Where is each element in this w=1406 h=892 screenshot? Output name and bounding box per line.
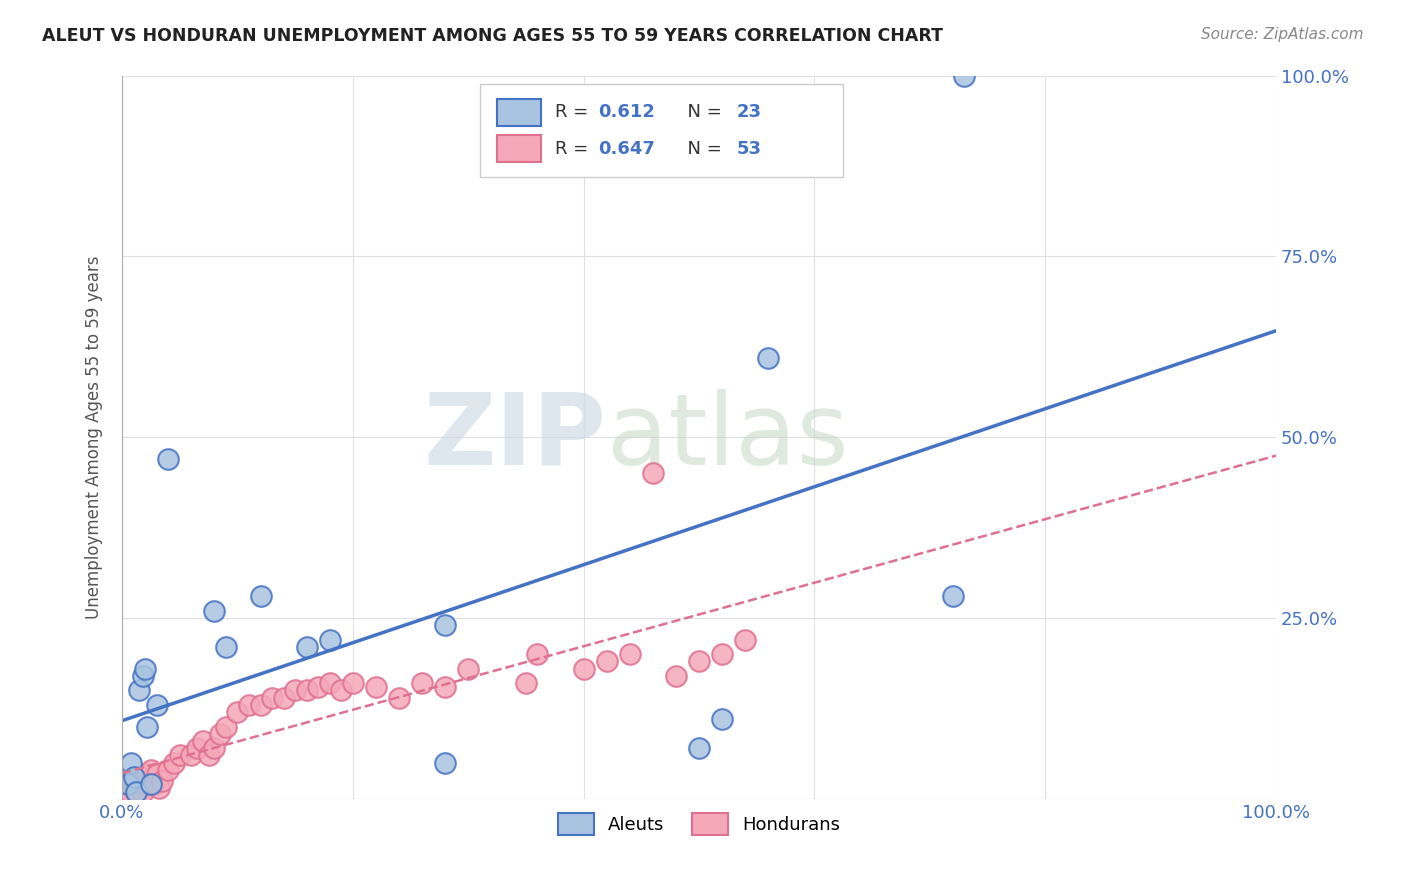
Point xyxy=(120,789,142,803)
Y-axis label: Unemployment Among Ages 55 to 59 years: Unemployment Among Ages 55 to 59 years xyxy=(86,255,103,619)
Point xyxy=(641,467,664,481)
Point xyxy=(120,784,142,798)
Point xyxy=(688,654,710,668)
Point xyxy=(117,777,139,791)
Point xyxy=(364,680,387,694)
Point xyxy=(120,756,142,770)
Point xyxy=(734,632,756,647)
Point xyxy=(148,780,170,795)
Point xyxy=(711,712,734,726)
Point xyxy=(572,662,595,676)
FancyBboxPatch shape xyxy=(498,99,541,126)
Point xyxy=(319,676,342,690)
Point xyxy=(284,683,307,698)
FancyBboxPatch shape xyxy=(479,84,844,177)
Point xyxy=(139,763,162,777)
Point xyxy=(457,662,479,676)
Point xyxy=(273,690,295,705)
Point xyxy=(157,763,180,777)
Point xyxy=(180,748,202,763)
Point xyxy=(202,604,225,618)
Point xyxy=(711,647,734,661)
Point xyxy=(125,784,148,798)
Point xyxy=(942,590,965,604)
Text: ALEUT VS HONDURAN UNEMPLOYMENT AMONG AGES 55 TO 59 YEARS CORRELATION CHART: ALEUT VS HONDURAN UNEMPLOYMENT AMONG AGE… xyxy=(42,27,943,45)
Point xyxy=(125,777,148,791)
Text: atlas: atlas xyxy=(607,389,848,485)
Point xyxy=(157,451,180,466)
Point xyxy=(117,777,139,791)
Point xyxy=(128,770,150,784)
Point xyxy=(145,698,167,712)
Point xyxy=(596,654,619,668)
Point xyxy=(434,680,457,694)
Text: R =: R = xyxy=(555,140,593,158)
Point xyxy=(215,719,238,733)
Point xyxy=(953,69,976,83)
Legend: Aleuts, Hondurans: Aleuts, Hondurans xyxy=(548,804,849,844)
Point xyxy=(295,640,318,654)
Point xyxy=(526,647,548,661)
Text: 23: 23 xyxy=(737,103,762,121)
Point xyxy=(129,780,152,795)
Point xyxy=(260,690,283,705)
Point xyxy=(295,683,318,698)
Text: 53: 53 xyxy=(737,140,762,158)
Point xyxy=(249,590,271,604)
Point xyxy=(136,766,159,780)
Point xyxy=(411,676,433,690)
Point xyxy=(434,756,457,770)
Point xyxy=(619,647,641,661)
Point xyxy=(515,676,537,690)
Point xyxy=(202,741,225,756)
Text: 0.612: 0.612 xyxy=(599,103,655,121)
Text: R =: R = xyxy=(555,103,593,121)
Point xyxy=(249,698,271,712)
Point xyxy=(143,777,166,791)
Point xyxy=(209,727,232,741)
Point xyxy=(145,766,167,780)
Point xyxy=(134,777,156,791)
Point xyxy=(125,784,148,798)
Point xyxy=(319,632,342,647)
Point xyxy=(152,773,174,788)
Point xyxy=(128,683,150,698)
Text: 0.647: 0.647 xyxy=(599,140,655,158)
Point xyxy=(163,756,186,770)
Point xyxy=(434,618,457,632)
Point xyxy=(114,784,136,798)
Point xyxy=(307,680,329,694)
FancyBboxPatch shape xyxy=(498,135,541,162)
Point xyxy=(136,719,159,733)
Point xyxy=(756,351,779,365)
Point xyxy=(342,676,364,690)
Point xyxy=(122,770,145,784)
Point xyxy=(688,741,710,756)
Point xyxy=(330,683,353,698)
Point xyxy=(191,734,214,748)
Point xyxy=(226,705,249,719)
Point xyxy=(122,780,145,795)
Point xyxy=(139,777,162,791)
Point xyxy=(238,698,260,712)
Point xyxy=(169,748,191,763)
Point xyxy=(665,669,688,683)
Point xyxy=(197,748,219,763)
Text: N =: N = xyxy=(676,103,727,121)
Text: N =: N = xyxy=(676,140,727,158)
Point xyxy=(132,784,155,798)
Point xyxy=(134,662,156,676)
Text: Source: ZipAtlas.com: Source: ZipAtlas.com xyxy=(1201,27,1364,42)
Point xyxy=(132,669,155,683)
Point xyxy=(388,690,411,705)
Point xyxy=(215,640,238,654)
Text: ZIP: ZIP xyxy=(423,389,607,485)
Point xyxy=(186,741,208,756)
